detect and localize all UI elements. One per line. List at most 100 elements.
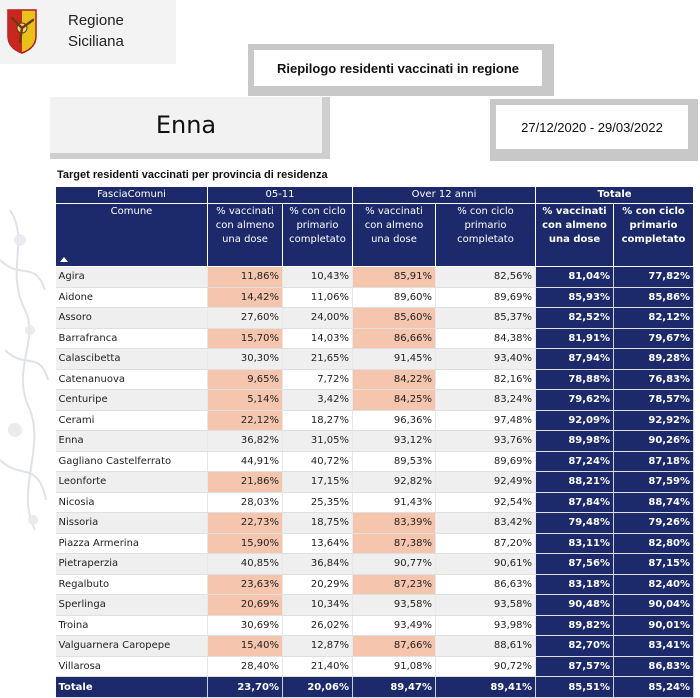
totals-totale-dose: 85,51%	[535, 676, 614, 698]
table-row[interactable]: Regalbuto 23,63% 20,29% 87,23% 86,63% 83,18% 8…	[55, 574, 695, 595]
05-11-ciclo-cell: 18,75%	[282, 512, 353, 534]
totale-ciclo-cell: 90,04%	[613, 594, 695, 616]
header-over12-dose[interactable]: % vaccinati con almeno una dose	[352, 203, 436, 267]
header-group-over-12: Over 12 anni	[352, 186, 536, 204]
table-row[interactable]: Gagliano Castelferrato 44,91% 40,72% 89,53%…	[55, 451, 695, 472]
05-11-ciclo-cell: 21,65%	[282, 348, 353, 370]
header-comune[interactable]: Comune	[55, 203, 208, 267]
header-over12-ciclo[interactable]: % con ciclo primario completato	[435, 203, 536, 267]
05-11-dose-cell: 15,70%	[207, 328, 283, 349]
comune-cell: Agira	[55, 266, 208, 288]
header-totale-ciclo[interactable]: % con ciclo primario completato	[612, 203, 695, 267]
over12-dose-cell: 89,53%	[352, 451, 436, 472]
table-row[interactable]: Cerami 22,12% 18,27% 96,36% 97,48% 92,09% 92,9…	[55, 410, 695, 431]
over12-dose-cell: 91,45%	[352, 348, 436, 370]
totale-ciclo-cell: 79,67%	[613, 328, 695, 349]
05-11-ciclo-cell: 11,06%	[282, 287, 353, 308]
table-row[interactable]: Villarosa 28,40% 21,40% 91,08% 90,72% 87,57% 8…	[55, 656, 695, 677]
table-row[interactable]: Calascibetta 30,30% 21,65% 91,45% 93,40% 87,9…	[55, 348, 695, 370]
totale-dose-cell: 85,93%	[535, 287, 614, 308]
sort-ascending-icon[interactable]	[60, 257, 68, 262]
table-row[interactable]: Leonforte 21,86% 17,15% 92,82% 92,49% 88,21% 8…	[55, 471, 695, 493]
table-row[interactable]: Centuripe 5,14% 3,42% 84,25% 83,24% 79,62% 78,…	[55, 389, 695, 411]
totale-ciclo-cell: 88,74%	[613, 492, 695, 513]
05-11-ciclo-cell: 31,05%	[282, 430, 353, 452]
over12-dose-cell: 96,36%	[352, 410, 436, 431]
header-totale-dose[interactable]: % vaccinati con almeno una dose	[535, 203, 614, 267]
totale-dose-cell: 82,70%	[535, 635, 614, 657]
over12-dose-cell: 87,66%	[352, 635, 436, 657]
table-row[interactable]: Pietraperzia 40,85% 36,84% 90,77% 90,61% 87,5…	[55, 553, 695, 575]
totale-ciclo-cell: 83,41%	[613, 635, 695, 657]
05-11-ciclo-cell: 25,35%	[282, 492, 353, 513]
totals-over12-dose: 89,47%	[352, 676, 436, 698]
over12-dose-cell: 86,66%	[352, 328, 436, 349]
table-row[interactable]: Aidone 14,42% 11,06% 89,60% 89,69% 85,93% 85,8…	[55, 287, 695, 308]
table-row[interactable]: Sperlinga 20,69% 10,34% 93,58% 93,58% 90,48% 9…	[55, 594, 695, 616]
totale-dose-cell: 79,62%	[535, 389, 614, 411]
over12-ciclo-cell: 85,37%	[435, 307, 536, 329]
table-row[interactable]: Catenanuova 9,65% 7,72% 84,22% 82,16% 78,88% 7…	[55, 369, 695, 390]
totale-ciclo-cell: 82,40%	[613, 574, 695, 595]
comune-cell: Pietraperzia	[55, 553, 208, 575]
over12-ciclo-cell: 87,20%	[435, 533, 536, 554]
table-row[interactable]: Agira 11,86% 10,43% 85,91% 82,56% 81,04% 77,82…	[55, 266, 695, 288]
totale-dose-cell: 87,94%	[535, 348, 614, 370]
05-11-ciclo-cell: 24,00%	[282, 307, 353, 329]
table-row[interactable]: Troina 30,69% 26,02% 93,49% 93,98% 89,82% 90,0…	[55, 615, 695, 636]
05-11-ciclo-cell: 17,15%	[282, 471, 353, 493]
table-row[interactable]: Assoro 27,60% 24,00% 85,60% 85,37% 82,52% 82,1…	[55, 307, 695, 329]
over12-ciclo-cell: 92,49%	[435, 471, 536, 493]
table-row[interactable]: Nicosia 28,03% 25,35% 91,43% 92,54% 87,84% 88,…	[55, 492, 695, 513]
totale-ciclo-cell: 87,59%	[613, 471, 695, 493]
table-row[interactable]: Barrafranca 15,70% 14,03% 86,66% 84,38% 81,91…	[55, 328, 695, 349]
comune-cell: Cerami	[55, 410, 208, 431]
comune-cell: Calascibetta	[55, 348, 208, 370]
05-11-dose-cell: 14,42%	[207, 287, 283, 308]
over12-ciclo-cell: 97,48%	[435, 410, 536, 431]
comune-cell: Barrafranca	[55, 328, 208, 349]
05-11-dose-cell: 23,63%	[207, 574, 283, 595]
totale-dose-cell: 88,21%	[535, 471, 614, 493]
05-11-ciclo-cell: 10,34%	[282, 594, 353, 616]
over12-ciclo-cell: 82,56%	[435, 266, 536, 288]
over12-dose-cell: 89,60%	[352, 287, 436, 308]
totale-dose-cell: 83,18%	[535, 574, 614, 595]
over12-ciclo-cell: 93,40%	[435, 348, 536, 370]
totals-totale-ciclo: 85,24%	[613, 676, 695, 698]
comune-cell: Villarosa	[55, 656, 208, 677]
totale-dose-cell: 87,84%	[535, 492, 614, 513]
over12-ciclo-cell: 82,16%	[435, 369, 536, 390]
over12-dose-cell: 87,23%	[352, 574, 436, 595]
over12-ciclo-cell: 93,76%	[435, 430, 536, 452]
background-decoration	[0, 209, 49, 531]
table-body: Agira 11,86% 10,43% 85,91% 82,56% 81,04% 77,82…	[55, 266, 695, 677]
05-11-dose-cell: 9,65%	[207, 369, 283, 390]
totale-dose-cell: 92,09%	[535, 410, 614, 431]
totale-dose-cell: 81,04%	[535, 266, 614, 288]
header-05-11-ciclo[interactable]: % con ciclo primario completato	[282, 203, 353, 267]
org-name: Regione Siciliana	[68, 10, 124, 52]
header-fascia-comuni: FasciaComuni	[55, 186, 208, 204]
table-row[interactable]: Enna 36,82% 31,05% 93,12% 93,76% 89,98% 90,26%	[55, 430, 695, 452]
05-11-ciclo-cell: 18,27%	[282, 410, 353, 431]
05-11-ciclo-cell: 13,64%	[282, 533, 353, 554]
group-header-row: FasciaComuni 05-11 Over 12 anni Totale	[55, 186, 695, 204]
comune-cell: Piazza Armerina	[55, 533, 208, 554]
org-line1: Regione	[68, 12, 124, 29]
comune-cell: Gagliano Castelferrato	[55, 451, 208, 472]
table-title: Target residenti vaccinati per provincia…	[57, 169, 328, 181]
05-11-ciclo-cell: 40,72%	[282, 451, 353, 472]
totale-dose-cell: 78,88%	[535, 369, 614, 390]
totale-dose-cell: 89,98%	[535, 430, 614, 452]
over12-dose-cell: 91,43%	[352, 492, 436, 513]
table-row[interactable]: Valguarnera Caropepe 15,40% 12,87% 87,66% 88…	[55, 635, 695, 657]
table-row[interactable]: Nissoria 22,73% 18,75% 83,39% 83,42% 79,48% 79…	[55, 512, 695, 534]
totals-label: Totale	[55, 676, 208, 698]
header-05-11-dose[interactable]: % vaccinati con almeno una dose	[207, 203, 283, 267]
05-11-ciclo-cell: 26,02%	[282, 615, 353, 636]
05-11-ciclo-cell: 36,84%	[282, 553, 353, 575]
table-row[interactable]: Piazza Armerina 15,90% 13,64% 87,38% 87,20% 8…	[55, 533, 695, 554]
05-11-dose-cell: 27,60%	[207, 307, 283, 329]
totale-ciclo-cell: 79,26%	[613, 512, 695, 534]
